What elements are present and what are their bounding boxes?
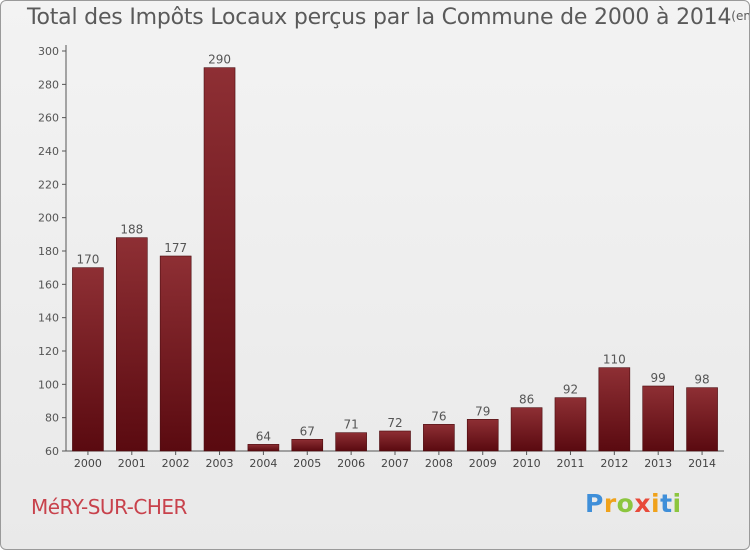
brand-letter: i bbox=[651, 489, 661, 518]
y-tick-label: 140 bbox=[38, 312, 59, 325]
bar bbox=[379, 430, 411, 452]
brand-letter: t bbox=[660, 489, 673, 518]
bar bbox=[247, 444, 280, 452]
brand-letter: P bbox=[585, 489, 604, 518]
bar bbox=[554, 397, 587, 452]
bar bbox=[423, 424, 455, 452]
bar bbox=[510, 407, 543, 452]
bar bbox=[72, 267, 104, 452]
data-label: 71 bbox=[343, 418, 358, 432]
data-label: 64 bbox=[256, 429, 271, 443]
brand-letter: i bbox=[672, 489, 682, 518]
x-tick-label: 2009 bbox=[469, 457, 497, 470]
x-tick-label: 2007 bbox=[381, 457, 409, 470]
y-tick-label: 240 bbox=[38, 145, 59, 158]
y-tick-label: 100 bbox=[38, 378, 59, 391]
x-tick-label: 2006 bbox=[337, 457, 365, 470]
data-label: 188 bbox=[120, 223, 143, 237]
bar bbox=[159, 255, 192, 452]
x-tick-label: 2011 bbox=[556, 457, 584, 470]
brand-letter: x bbox=[634, 489, 651, 518]
bar bbox=[335, 432, 367, 452]
data-label: 290 bbox=[208, 53, 231, 67]
bar bbox=[291, 439, 324, 452]
x-tick-label: 2001 bbox=[118, 457, 146, 470]
chart-title-text: Total des Impôts Locaux perçus par la Co… bbox=[27, 5, 732, 30]
x-tick-label: 2003 bbox=[206, 457, 234, 470]
x-tick-label: 2010 bbox=[513, 457, 541, 470]
data-label: 67 bbox=[300, 424, 315, 438]
x-tick-label: 2000 bbox=[74, 457, 102, 470]
bar bbox=[642, 385, 675, 452]
y-tick-label: 60 bbox=[45, 445, 59, 458]
bar bbox=[116, 237, 148, 452]
y-tick-label: 160 bbox=[38, 278, 59, 291]
commune-name: MéRY-SUR-CHER bbox=[31, 495, 187, 519]
data-label: 79 bbox=[475, 404, 490, 418]
x-tick-label: 2013 bbox=[644, 457, 672, 470]
bar bbox=[686, 387, 718, 452]
brand-logo: Proxiti bbox=[585, 489, 682, 518]
y-tick-label: 300 bbox=[38, 45, 59, 58]
data-label: 177 bbox=[164, 241, 187, 255]
x-tick-label: 2004 bbox=[249, 457, 277, 470]
data-label: 92 bbox=[563, 383, 578, 397]
x-tick-label: 2014 bbox=[688, 457, 716, 470]
brand-letter: o bbox=[616, 489, 635, 518]
bar bbox=[598, 367, 631, 452]
x-tick-label: 2002 bbox=[162, 457, 190, 470]
y-tick-label: 180 bbox=[38, 245, 59, 258]
y-tick-label: 260 bbox=[38, 112, 59, 125]
data-label: 72 bbox=[387, 416, 402, 430]
x-tick-label: 2005 bbox=[293, 457, 321, 470]
data-label: 110 bbox=[603, 353, 626, 367]
x-tick-label: 2012 bbox=[600, 457, 628, 470]
data-label: 86 bbox=[519, 393, 534, 407]
data-label: 76 bbox=[431, 409, 446, 423]
data-label: 98 bbox=[694, 373, 709, 387]
bar bbox=[203, 67, 236, 452]
bar bbox=[466, 419, 499, 452]
x-tick-label: 2008 bbox=[425, 457, 453, 470]
chart-unit: (en milliers d'€) bbox=[731, 9, 750, 23]
y-tick-label: 120 bbox=[38, 345, 59, 358]
data-label: 99 bbox=[651, 371, 666, 385]
y-tick-label: 200 bbox=[38, 212, 59, 225]
y-tick-label: 220 bbox=[38, 178, 59, 191]
y-tick-label: 280 bbox=[38, 78, 59, 91]
data-label: 170 bbox=[76, 253, 99, 267]
y-tick-label: 80 bbox=[45, 412, 59, 425]
chart-title: Total des Impôts Locaux perçus par la Co… bbox=[27, 5, 750, 30]
brand-letter: r bbox=[603, 489, 617, 518]
